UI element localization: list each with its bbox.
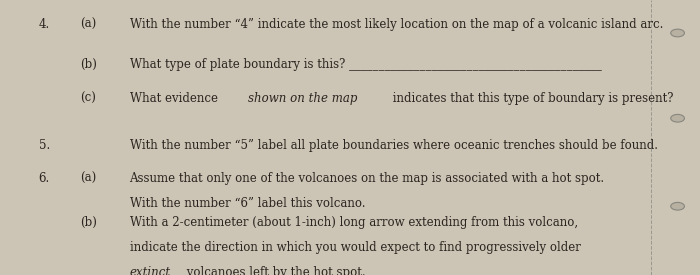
Text: indicates that this type of boundary is present?: indicates that this type of boundary is … xyxy=(389,92,673,105)
Text: Assume that only one of the volcanoes on the map is associated with a hot spot.: Assume that only one of the volcanoes on… xyxy=(130,172,605,185)
Text: 4.: 4. xyxy=(38,18,50,31)
Ellipse shape xyxy=(671,29,685,37)
Ellipse shape xyxy=(671,202,685,210)
Text: What type of plate boundary is this? ___________________________________________: What type of plate boundary is this? ___… xyxy=(130,58,601,71)
Text: With the number “5” label all plate boundaries where oceanic trenches should be : With the number “5” label all plate boun… xyxy=(130,139,657,152)
Text: shown on the map: shown on the map xyxy=(248,92,357,105)
Text: (c): (c) xyxy=(80,92,97,105)
Ellipse shape xyxy=(671,114,685,122)
Text: 6.: 6. xyxy=(38,172,50,185)
Text: extinct: extinct xyxy=(130,266,171,275)
Text: (b): (b) xyxy=(80,216,97,229)
Text: With the number “6” label this volcano.: With the number “6” label this volcano. xyxy=(130,197,365,210)
Text: 5.: 5. xyxy=(38,139,50,152)
Text: (a): (a) xyxy=(80,172,97,185)
Text: With the number “4” indicate the most likely location on the map of a volcanic i: With the number “4” indicate the most li… xyxy=(130,18,663,31)
Text: volcanoes left by the hot spot.: volcanoes left by the hot spot. xyxy=(183,266,365,275)
Text: (a): (a) xyxy=(80,18,97,31)
Text: What evidence: What evidence xyxy=(130,92,221,105)
Text: (b): (b) xyxy=(80,58,97,71)
Text: indicate the direction in which you would expect to find progressively older: indicate the direction in which you woul… xyxy=(130,241,580,254)
Text: With a 2-centimeter (about 1-inch) long arrow extending from this volcano,: With a 2-centimeter (about 1-inch) long … xyxy=(130,216,578,229)
